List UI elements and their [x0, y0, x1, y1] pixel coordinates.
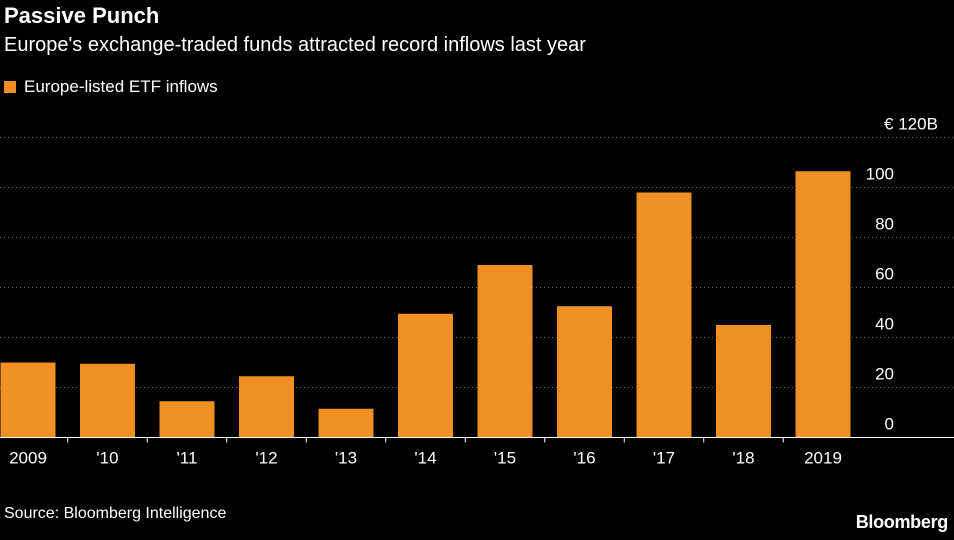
- legend-swatch: [4, 81, 16, 93]
- bloomberg-logo: Bloomberg: [855, 512, 949, 532]
- bar: [398, 313, 453, 438]
- bar-chart: 2009 '10 '11 '12 '13 '14 '15 '16 '17 '18 2019 0 20 40…: [0, 115, 954, 468]
- bar: [239, 376, 294, 438]
- bar: [80, 363, 135, 438]
- bar: [557, 306, 612, 438]
- y-tick-label: € 120B: [884, 115, 938, 134]
- source-note: Source: Bloomberg Intelligence: [4, 505, 227, 522]
- y-tick-label: 100: [866, 165, 894, 184]
- bar: [0, 362, 56, 438]
- x-tick-label: '11: [177, 449, 198, 468]
- bar: [716, 325, 771, 438]
- x-tick-label: '18: [732, 449, 754, 468]
- x-tick-label: '10: [96, 449, 118, 468]
- legend: Europe-listed ETF inflows: [4, 77, 218, 97]
- y-tick-label: 60: [875, 265, 894, 284]
- bar: [636, 192, 692, 438]
- legend-label: Europe-listed ETF inflows: [24, 77, 218, 96]
- x-tick-label: 2009: [9, 449, 47, 468]
- y-tick-label: 80: [875, 215, 894, 234]
- x-tick-label: '15: [494, 449, 516, 468]
- y-tick-label: 40: [875, 315, 894, 334]
- bar: [795, 171, 851, 438]
- y-tick-label: 20: [875, 365, 894, 384]
- y-tick-label: 0: [885, 415, 894, 434]
- bar: [318, 408, 374, 438]
- chart-title: Passive Punch: [4, 3, 160, 28]
- x-tick-label: '12: [255, 449, 277, 468]
- x-tick-label: '17: [653, 449, 675, 468]
- chart-subtitle: Europe's exchange-traded funds attracted…: [4, 34, 586, 56]
- x-tick-label: '14: [414, 449, 436, 468]
- bar: [477, 265, 533, 438]
- x-tick-label: 2019: [804, 449, 842, 468]
- x-tick-label: '16: [573, 449, 595, 468]
- x-tick-label: '13: [335, 449, 357, 468]
- bar: [159, 401, 215, 438]
